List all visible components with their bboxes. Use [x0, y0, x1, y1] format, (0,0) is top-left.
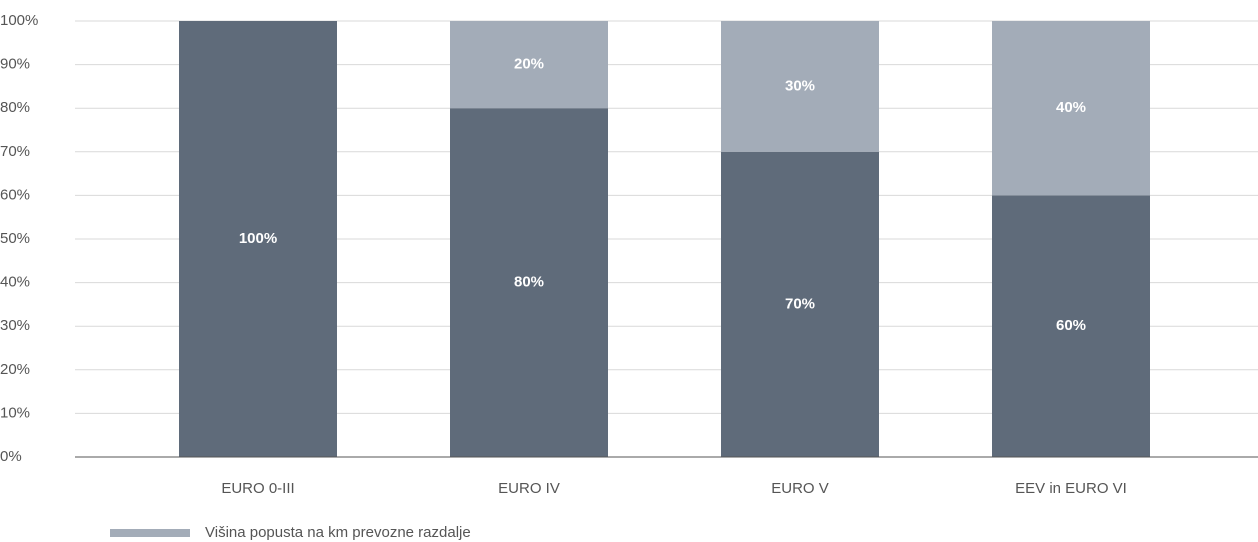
bar-segment — [450, 108, 608, 457]
x-tick-label: EEV in EURO VI — [1015, 480, 1127, 497]
data-label: 40% — [1056, 99, 1086, 116]
y-tick-label: 0% — [0, 448, 22, 465]
y-tick-label: 70% — [0, 143, 30, 160]
y-tick-label: 30% — [0, 317, 30, 334]
x-tick-label: EURO IV — [498, 480, 560, 497]
bar-segment — [179, 21, 337, 457]
y-tick-label: 40% — [0, 274, 30, 291]
x-tick-label: EURO 0-III — [221, 480, 294, 497]
y-tick-label: 90% — [0, 56, 30, 73]
data-label: 30% — [785, 77, 815, 94]
legend-label: Višina popusta na km prevozne razdalje — [205, 524, 471, 541]
bar-segment — [992, 195, 1150, 457]
bar-segment — [450, 21, 608, 109]
y-tick-label: 80% — [0, 99, 30, 116]
y-tick-label: 20% — [0, 361, 30, 378]
data-label: 20% — [514, 56, 544, 73]
data-label: 100% — [239, 230, 277, 247]
bar-segment — [721, 151, 879, 458]
legend-swatch — [110, 529, 190, 537]
y-tick-label: 100% — [0, 12, 38, 29]
data-label: 80% — [514, 274, 544, 291]
y-tick-label: 10% — [0, 404, 30, 421]
data-label: 60% — [1056, 317, 1086, 334]
x-tick-label: EURO V — [771, 480, 829, 497]
data-label: 70% — [785, 295, 815, 312]
y-tick-label: 60% — [0, 186, 30, 203]
y-tick-label: 50% — [0, 230, 30, 247]
bar-segment — [992, 21, 1150, 196]
bar-segment — [721, 21, 879, 152]
